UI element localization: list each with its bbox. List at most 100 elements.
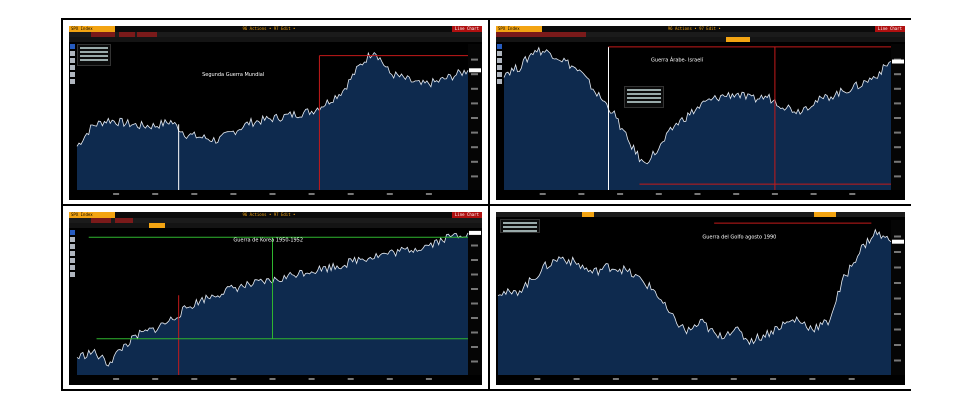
panel-cell-3: SPX Index 96 Actions • 97 Edit • Line Ch… (63, 206, 490, 389)
title-bar (69, 26, 482, 32)
x-tick-label (652, 378, 659, 380)
y-tick-label (894, 117, 901, 119)
x-tick-label (191, 378, 198, 380)
series-line (497, 228, 892, 346)
line-icon[interactable] (70, 244, 75, 249)
x-tick-label (152, 193, 159, 195)
zoom-icon[interactable] (70, 265, 75, 270)
x-tick-label (730, 378, 737, 380)
y-tick-label (894, 328, 901, 331)
x-tick-label (347, 378, 354, 380)
ticker-label[interactable]: SPX Index (496, 26, 542, 32)
series-line (503, 46, 892, 165)
figure-grid: SPX Index 96 Actions • 97 Edit • Line Ch… (61, 18, 911, 391)
text-icon[interactable] (70, 65, 75, 70)
y-tick-label (471, 87, 478, 90)
shape-icon[interactable] (497, 72, 502, 77)
y-tick-label (894, 251, 901, 253)
actions-menu[interactable]: 96 Actions • 97 Edit • (242, 212, 296, 217)
actions-menu[interactable]: 96 Actions • 97 Edit • (667, 26, 721, 31)
bloomberg-chart-panel-1: SPX Index 96 Actions • 97 Edit • Line Ch… (69, 26, 482, 200)
shape-icon[interactable] (70, 258, 75, 263)
actions-menu[interactable]: 96 Actions • 97 Edit • (242, 26, 296, 31)
y-tick-label (894, 102, 901, 105)
y-tick-label (471, 58, 478, 61)
y-tick-label (471, 117, 478, 119)
y-tick-label (471, 317, 478, 319)
series-line (76, 51, 469, 147)
chart-svg-4: Guerra del Golfo agosto 1990 (497, 220, 905, 380)
y-tick-label (471, 273, 478, 276)
y-tick-label (894, 146, 901, 149)
chart-svg-2: Guerra Árabe- Israelí (503, 44, 905, 195)
y-tick-label (894, 175, 901, 178)
last-value-tag (469, 230, 481, 235)
drawing-tools (69, 228, 76, 377)
x-tick-label (534, 378, 541, 380)
last-value-tag (892, 59, 904, 64)
toolbar-row-1 (69, 32, 482, 37)
y-tick-label (471, 73, 478, 76)
series-area (498, 229, 891, 375)
line-chart-title: Line Chart (874, 26, 905, 32)
x-tick-label (539, 193, 546, 195)
line-chart-title: Line Chart (451, 26, 482, 32)
y-tick-label (471, 102, 478, 105)
bloomberg-chart-panel-4: Guerra del Golfo agosto 1990 (496, 212, 905, 385)
x-tick-label (347, 193, 354, 195)
legend-box (77, 44, 111, 66)
x-tick-label (191, 193, 198, 195)
toolbar-row-1 (69, 218, 482, 223)
bloomberg-chart-panel-2: SPX Index 96 Actions • 97 Edit • Line Ch… (496, 26, 905, 200)
line-chart-title: Line Chart (451, 212, 482, 218)
shape-icon[interactable] (70, 72, 75, 77)
x-tick-label (308, 378, 315, 380)
x-tick-label (848, 378, 855, 380)
legend-box (500, 219, 540, 233)
x-tick-label (810, 193, 817, 195)
y-tick-label (471, 131, 478, 134)
y-tick-label (471, 244, 478, 247)
x-tick-label (578, 193, 585, 195)
y-tick-label (894, 282, 901, 284)
x-tick-label (269, 378, 276, 380)
x-tick-label (771, 193, 778, 195)
pointer-icon[interactable] (70, 230, 75, 235)
zoom-icon[interactable] (497, 79, 502, 84)
x-tick-label (770, 378, 777, 380)
y-tick-label (471, 288, 478, 290)
last-value-tag (892, 239, 904, 244)
x-tick-label (573, 378, 580, 380)
pen-icon[interactable] (70, 51, 75, 56)
x-tick-label (617, 193, 624, 195)
text-icon[interactable] (70, 251, 75, 256)
y-tick-label (471, 331, 478, 334)
panel-cell-1: SPX Index 96 Actions • 97 Edit • Line Ch… (63, 20, 490, 206)
ticker-label[interactable]: SPX Index (69, 212, 115, 218)
ticker-label[interactable]: SPX Index (69, 26, 115, 32)
bloomberg-chart-panel-3: SPX Index 96 Actions • 97 Edit • Line Ch… (69, 212, 482, 385)
pen-icon[interactable] (497, 51, 502, 56)
drawing-tools (69, 42, 76, 192)
line-icon[interactable] (70, 58, 75, 63)
text-icon[interactable] (497, 65, 502, 70)
x-tick-label (809, 378, 816, 380)
x-tick-label (425, 193, 432, 195)
annotation-label: Segunda Guerra Mundial (202, 72, 264, 78)
y-tick-label (894, 313, 901, 315)
measure-icon[interactable] (70, 272, 75, 277)
zoom-icon[interactable] (70, 79, 75, 84)
y-tick-label (894, 235, 901, 238)
y-tick-label (894, 297, 901, 300)
x-tick-label (308, 193, 315, 195)
y-tick-label (471, 259, 478, 261)
pen-icon[interactable] (70, 237, 75, 242)
x-tick-label (386, 193, 393, 195)
y-tick-label (894, 344, 901, 346)
pointer-icon[interactable] (497, 44, 502, 49)
line-icon[interactable] (497, 58, 502, 63)
x-tick-label (733, 193, 740, 195)
y-tick-label (471, 160, 478, 163)
pointer-icon[interactable] (70, 44, 75, 49)
x-tick-label (269, 193, 276, 195)
